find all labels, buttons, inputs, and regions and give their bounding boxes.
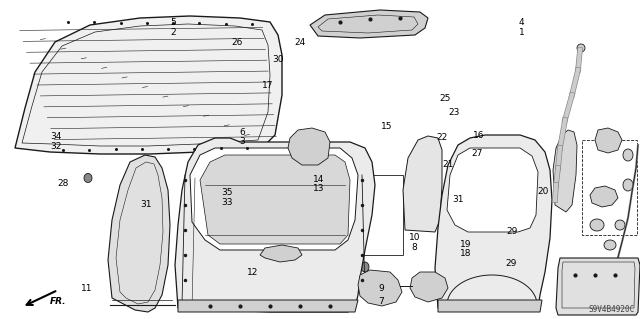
- Text: 21: 21: [442, 160, 454, 169]
- Text: 26: 26: [231, 38, 243, 47]
- Bar: [358, 175, 403, 255]
- Text: 35: 35: [221, 189, 233, 197]
- Text: 15: 15: [381, 122, 393, 131]
- Polygon shape: [260, 245, 302, 262]
- Text: 33: 33: [221, 198, 233, 207]
- Text: 8: 8: [412, 243, 417, 252]
- Polygon shape: [175, 138, 375, 312]
- Text: 29: 29: [506, 227, 518, 236]
- Ellipse shape: [623, 149, 633, 161]
- Text: 19: 19: [460, 240, 472, 249]
- Text: 32: 32: [51, 142, 62, 151]
- Text: 24: 24: [294, 38, 305, 47]
- Text: 30: 30: [273, 55, 284, 63]
- Polygon shape: [556, 258, 640, 315]
- Text: 1: 1: [519, 28, 524, 37]
- Text: 17: 17: [262, 81, 273, 90]
- Ellipse shape: [84, 174, 92, 182]
- Text: 2: 2: [170, 28, 175, 37]
- Text: 29: 29: [505, 259, 516, 268]
- Polygon shape: [15, 16, 282, 154]
- Polygon shape: [108, 155, 170, 312]
- Polygon shape: [595, 128, 622, 153]
- Ellipse shape: [594, 260, 606, 270]
- Bar: [582, 140, 637, 235]
- Polygon shape: [288, 128, 330, 165]
- Text: 34: 34: [51, 132, 62, 141]
- Text: 7: 7: [378, 297, 383, 306]
- Polygon shape: [190, 148, 358, 250]
- Ellipse shape: [244, 144, 252, 152]
- Polygon shape: [438, 300, 542, 312]
- Polygon shape: [178, 300, 358, 312]
- Ellipse shape: [623, 179, 633, 191]
- Text: 23: 23: [449, 108, 460, 117]
- Text: 12: 12: [247, 268, 259, 277]
- Ellipse shape: [491, 261, 513, 279]
- Text: 6: 6: [239, 128, 244, 137]
- Text: 11: 11: [81, 284, 92, 293]
- Text: 28: 28: [57, 179, 68, 188]
- Text: 27: 27: [471, 149, 483, 158]
- Text: 25: 25: [439, 94, 451, 103]
- Ellipse shape: [577, 44, 585, 52]
- Text: 20: 20: [537, 187, 548, 196]
- Ellipse shape: [604, 240, 616, 250]
- Ellipse shape: [590, 219, 604, 231]
- Polygon shape: [435, 135, 552, 308]
- Text: FR.: FR.: [50, 298, 67, 307]
- Ellipse shape: [615, 220, 625, 230]
- Text: 31: 31: [140, 200, 152, 209]
- Polygon shape: [410, 272, 448, 302]
- Text: 22: 22: [436, 133, 447, 142]
- Text: 5: 5: [170, 19, 175, 27]
- Polygon shape: [403, 136, 442, 232]
- Text: 3: 3: [239, 137, 244, 146]
- Polygon shape: [358, 270, 402, 306]
- Text: 18: 18: [460, 249, 472, 258]
- Text: 31: 31: [452, 195, 463, 204]
- Polygon shape: [200, 155, 350, 244]
- Text: 9: 9: [378, 284, 383, 293]
- Text: 16: 16: [473, 131, 484, 140]
- Polygon shape: [447, 148, 538, 232]
- Text: S9V4B4920C: S9V4B4920C: [589, 305, 635, 314]
- Ellipse shape: [361, 262, 369, 272]
- Text: 13: 13: [313, 184, 324, 193]
- Polygon shape: [310, 10, 428, 38]
- Polygon shape: [553, 130, 577, 212]
- Text: 14: 14: [313, 175, 324, 184]
- Text: 10: 10: [409, 233, 420, 242]
- Text: 4: 4: [519, 19, 524, 27]
- Polygon shape: [590, 186, 618, 207]
